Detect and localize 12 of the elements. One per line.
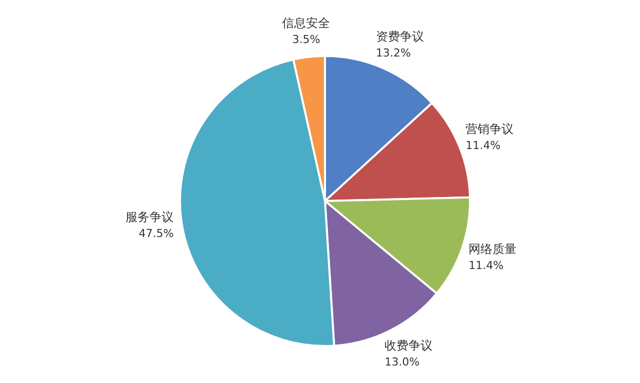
slice-label: 收费争议 xyxy=(384,338,433,352)
data-label: 47.5% xyxy=(138,227,174,240)
data-label: 3.5% xyxy=(292,33,320,46)
data-label: 11.4% xyxy=(466,139,501,152)
slice-label: 资费争议 xyxy=(376,29,424,44)
data-label: 11.4% xyxy=(468,258,504,272)
data-label: 13.0% xyxy=(384,355,420,368)
slice-label: 营销争议 xyxy=(466,122,514,136)
slice-label: 信息安全 xyxy=(282,16,330,30)
slice-label: 网络质量 xyxy=(468,242,517,256)
slice-label: 服务争议 xyxy=(126,210,174,224)
data-label: 13.2% xyxy=(376,46,411,60)
